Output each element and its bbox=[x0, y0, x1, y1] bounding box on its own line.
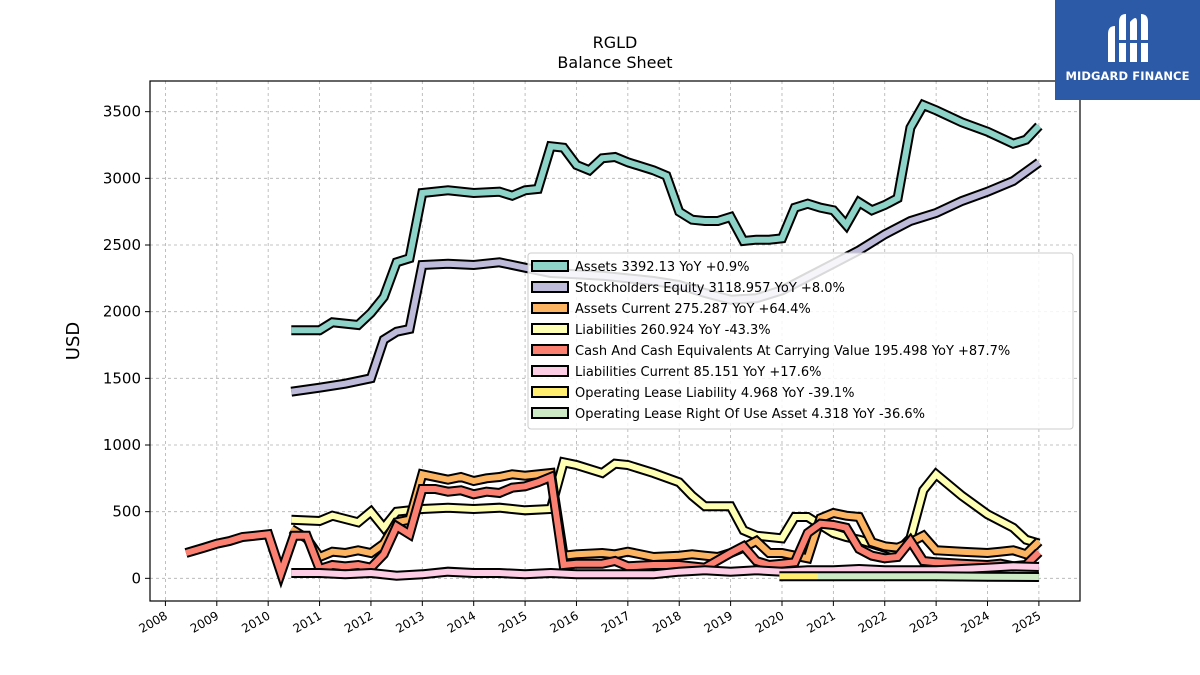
x-tick-label: 2011 bbox=[291, 608, 324, 635]
x-tick-label: 2012 bbox=[342, 608, 375, 635]
y-tick-label: 2500 bbox=[103, 236, 141, 254]
x-tick-label: 2019 bbox=[702, 608, 735, 635]
legend-swatch bbox=[531, 386, 569, 398]
x-tick-label: 2025 bbox=[1010, 608, 1043, 635]
series-line-operating-lease-right-of-use-asset bbox=[818, 573, 1039, 580]
x-tick-label: 2010 bbox=[239, 608, 272, 635]
legend-label: Operating Lease Right Of Use Asset 4.318… bbox=[575, 407, 925, 422]
legend-label: Assets Current 275.287 YoY +64.4% bbox=[575, 302, 811, 317]
legend-swatch bbox=[531, 365, 569, 377]
y-tick-label: 3000 bbox=[103, 169, 141, 187]
x-tick-label: 2023 bbox=[907, 608, 940, 635]
y-axis-label: USD bbox=[63, 322, 84, 360]
legend-swatch bbox=[531, 323, 569, 335]
x-tick-label: 2016 bbox=[548, 608, 581, 635]
chart-subtitle: Balance Sheet bbox=[557, 53, 672, 72]
series-lines bbox=[184, 98, 1043, 589]
x-tick-label: 2022 bbox=[856, 608, 889, 635]
logo-text: MIDGARD FINANCE bbox=[1065, 69, 1190, 83]
x-axis-ticks: 2008 2009 2010 2011 2012 2013 2014 2015 2016 2017… bbox=[136, 601, 1043, 636]
legend-swatch bbox=[531, 407, 569, 419]
x-tick-label: 2009 bbox=[188, 608, 221, 635]
legend-swatch bbox=[531, 260, 569, 272]
legend-label: Cash And Cash Equivalents At Carrying Va… bbox=[575, 344, 1010, 359]
logo-mark-icon bbox=[1108, 14, 1148, 62]
x-tick-label: 2013 bbox=[393, 608, 426, 635]
legend: Assets 3392.13 YoY +0.9% Stockholders Equ… bbox=[527, 252, 1074, 430]
midgard-finance-logo: MIDGARD FINANCE bbox=[1055, 0, 1200, 100]
axes-frame bbox=[149, 80, 1081, 602]
x-tick-label: 2024 bbox=[959, 608, 992, 635]
y-tick-label: 500 bbox=[112, 503, 141, 521]
chart-title: RGLD bbox=[593, 33, 638, 52]
y-tick-label: 1500 bbox=[103, 369, 141, 387]
y-tick-label: 2000 bbox=[103, 303, 141, 321]
legend-label: Liabilities 260.924 YoY -43.3% bbox=[575, 323, 771, 338]
x-tick-label: 2020 bbox=[753, 608, 786, 635]
y-tick-label: 1000 bbox=[103, 436, 141, 454]
series-line-assets bbox=[291, 101, 1042, 334]
x-tick-label: 2014 bbox=[445, 608, 478, 635]
x-tick-label: 2008 bbox=[136, 608, 169, 635]
series-line-liabilities-current bbox=[291, 563, 1039, 579]
legend-label: Liabilities Current 85.151 YoY +17.6% bbox=[575, 365, 822, 380]
legend-box bbox=[527, 252, 1074, 430]
x-tick-label: 2021 bbox=[804, 608, 837, 635]
series-line-cash-and-cash-equivalents-at-carrying-value bbox=[185, 472, 1042, 583]
x-tick-label: 2018 bbox=[650, 608, 683, 635]
y-tick-label: 3500 bbox=[103, 103, 141, 121]
y-axis-ticks: 0 500 1000 1500 2000 2500 3000 3500 bbox=[103, 103, 150, 587]
legend-label: Stockholders Equity 3118.957 YoY +8.0% bbox=[575, 281, 845, 296]
y-tick-label: 0 bbox=[131, 569, 141, 587]
x-tick-label: 2017 bbox=[599, 608, 632, 635]
legend-swatch bbox=[531, 302, 569, 314]
legend-swatch bbox=[531, 344, 569, 356]
legend-swatch bbox=[531, 281, 569, 293]
legend-label: Operating Lease Liability 4.968 YoY -39.… bbox=[575, 386, 854, 401]
legend-label: Assets 3392.13 YoY +0.9% bbox=[575, 260, 750, 275]
x-tick-label: 2015 bbox=[496, 608, 529, 635]
